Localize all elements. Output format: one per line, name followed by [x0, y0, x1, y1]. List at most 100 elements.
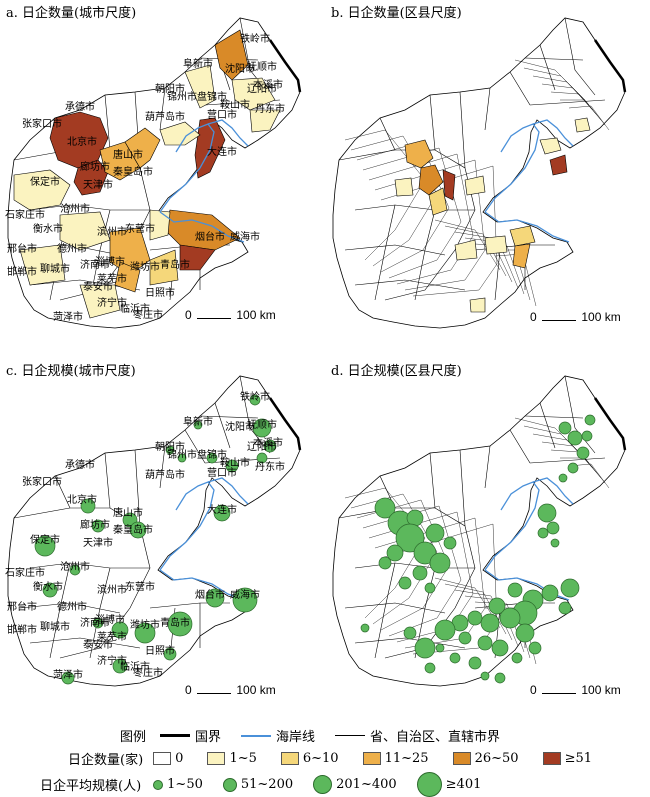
size-circle — [256, 452, 268, 464]
city-label: 唐山市 — [113, 148, 143, 161]
city-label: 滨州市 — [97, 583, 127, 596]
legend-lines-row: 图例 国界 海岸线 省、自治区、直辖市界 — [120, 726, 500, 745]
region-fill — [469, 297, 486, 313]
size-circle — [567, 462, 579, 474]
city-label: 聊城市 — [40, 262, 70, 275]
scale-bar-d: 0 100 km — [530, 683, 621, 697]
city-label: 抚顺市 — [247, 418, 277, 431]
city-label: 潍坊市 — [130, 618, 160, 631]
size-circle — [213, 504, 231, 522]
city-label: 青岛市 — [160, 258, 190, 271]
size-circle — [412, 565, 428, 581]
size-circle — [134, 622, 156, 644]
size-circle — [374, 497, 396, 519]
size-circle — [92, 617, 104, 629]
city-label: 朝阳市 — [155, 440, 185, 453]
city-label: 枣庄市 — [133, 666, 163, 679]
size-circle — [515, 623, 535, 643]
city-label: 本溪市 — [253, 436, 283, 449]
city-label: 铁岭市 — [240, 32, 270, 45]
city-label: 东营市 — [125, 580, 155, 593]
national-border — [268, 39, 302, 93]
legend-size-title: 日企平均规模(人) — [40, 779, 142, 794]
city-label: 盘锦市 — [197, 90, 227, 103]
size-circle — [232, 587, 258, 613]
size-circle — [386, 544, 404, 562]
legend-count-title: 日企数量(家) — [68, 753, 144, 768]
city-label: 鞍山市 — [220, 98, 250, 111]
region-fill — [509, 225, 536, 247]
city-label: 天津市 — [83, 178, 113, 191]
size-circle — [80, 498, 96, 514]
city-label: 衡水市 — [33, 580, 63, 593]
size-circle — [177, 453, 187, 463]
size-circle — [163, 647, 177, 661]
city-label: 济宁市 — [97, 296, 127, 309]
city-label: 廊坊市 — [80, 160, 110, 173]
city-label: 盘锦市 — [197, 448, 227, 461]
size-circle — [129, 521, 147, 539]
legend-line-national: 国界 — [160, 726, 221, 745]
city-label: 廊坊市 — [80, 518, 110, 531]
size-circle — [112, 658, 128, 674]
city-label: 葫芦岛市 — [145, 110, 185, 123]
size-circle — [537, 503, 557, 523]
city-label: 德州市 — [57, 600, 87, 613]
legend-count-1: 1~5 — [197, 751, 257, 766]
city-label: 阜新市 — [183, 57, 213, 70]
size-circle — [165, 445, 175, 455]
size-circle — [193, 420, 203, 430]
city-label: 葫芦岛市 — [145, 468, 185, 481]
region-fill — [428, 187, 448, 216]
scale-zero: 0 — [185, 308, 192, 322]
size-circle — [576, 446, 590, 460]
size-circle — [425, 523, 445, 543]
coastline — [159, 119, 249, 243]
city-label: 承德市 — [65, 458, 95, 471]
city-label: 东营市 — [125, 222, 155, 235]
size-circle — [406, 509, 424, 527]
city-label: 菏泽市 — [53, 310, 83, 323]
legend-count-row: 日企数量(家) 0 1~5 6~10 11~25 26~50 ≥51 — [68, 749, 592, 768]
city-label: 烟台市 — [195, 230, 225, 243]
size-circle — [480, 613, 500, 633]
panel-b: b. 日企数量(区县尺度) 0 100 km — [325, 0, 650, 355]
city-label: 营口市 — [207, 466, 237, 479]
size-circle — [249, 394, 261, 406]
region-fill — [574, 117, 591, 133]
size-circle — [34, 535, 56, 557]
size-circle — [205, 588, 225, 608]
city-label: 邯郸市 — [7, 265, 37, 278]
size-circle — [167, 611, 193, 637]
city-label: 承德市 — [65, 100, 95, 113]
city-label: 唐山市 — [113, 506, 143, 519]
size-circle — [558, 601, 572, 615]
city-boundaries — [338, 17, 606, 301]
region-fill — [124, 127, 161, 169]
city-label: 威海市 — [230, 588, 260, 601]
size-circle — [477, 635, 493, 651]
city-label: 大连市 — [207, 503, 237, 516]
region-fill — [114, 261, 141, 293]
city-label: 丹东市 — [255, 460, 285, 473]
city-label: 石家庄市 — [5, 566, 45, 579]
size-circle — [42, 582, 58, 598]
legend-size-2: 201~400 — [301, 775, 397, 794]
size-circle — [263, 439, 277, 453]
scale-bar-c: 0 100 km — [185, 683, 276, 697]
coastline — [484, 119, 574, 243]
city-label: 抚顺市 — [247, 60, 277, 73]
region-fill — [249, 109, 281, 133]
city-label: 潍坊市 — [130, 260, 160, 273]
legend-size-1: 51~200 — [211, 777, 293, 792]
panel-d: d. 日企规模(区县尺度) 0 100 km — [325, 358, 650, 713]
region-fill — [149, 249, 179, 286]
region-fill — [454, 239, 478, 261]
city-label: 铁岭市 — [240, 390, 270, 403]
size-circle — [560, 578, 580, 598]
size-circle — [541, 584, 559, 602]
size-circle — [398, 576, 412, 590]
size-circle — [443, 536, 457, 550]
